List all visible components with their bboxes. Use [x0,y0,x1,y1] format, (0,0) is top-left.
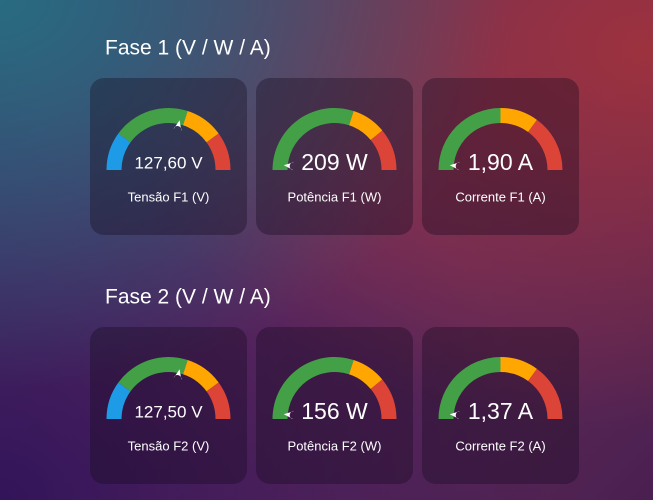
gauge-segment [106,133,131,170]
card [90,78,247,235]
gauge-card: 1,37 A Corrente F2 (A) [422,327,579,484]
gauge-segment [349,360,383,390]
gauge-value: 209 W [301,149,368,175]
gauge-segment [118,357,188,392]
card [90,327,247,484]
gauge-card: 156 W Potência F2 (W) [256,327,413,484]
gauge-card: 209 W Potência F1 (W) [256,78,413,235]
gauge-card: 127,60 V Tensão F1 (V) [90,78,247,235]
card [256,78,413,235]
gauge-name: Potência F2 (W) [288,438,382,453]
gauge-segment [118,108,188,143]
gauge-segment [528,119,563,170]
gauge-segment [370,130,397,170]
gauge-value: 156 W [301,398,368,424]
gauge-name: Corrente F1 (A) [455,189,545,204]
section-title: Fase 2 (V / W / A) [105,286,271,309]
gauge-name: Potência F1 (W) [288,189,382,204]
gauge-value: 1,37 A [468,398,534,424]
gauge-segment [206,133,231,170]
gauge-name: Tensão F2 (V) [128,438,210,453]
gauge-value: 127,50 V [134,402,203,421]
gauge-segment [183,111,219,143]
card [422,327,579,484]
gauge-value: 127,60 V [134,153,203,172]
gauge-segment [500,108,537,132]
gauge-needle [173,120,182,131]
gauge-needle [283,411,295,420]
card [256,327,413,484]
gauge-needle [449,162,461,171]
card [422,78,579,235]
gauge-segment [206,382,231,419]
gauge-segment [438,108,501,170]
gauge-segment [349,111,383,141]
gauge-segment [370,379,397,419]
gauge-name: Corrente F2 (A) [455,438,545,453]
gauge-name: Tensão F1 (V) [128,189,210,204]
gauge-segment [183,360,219,392]
gauge-segment [272,356,354,419]
gauge-segment [528,368,563,419]
gauge-needle [173,369,182,380]
gauge-segment [272,108,354,170]
section-title: Fase 1 (V / W / A) [105,37,271,60]
gauge-value: 1,90 A [468,149,534,175]
gauge-needle [449,411,461,420]
gauge-segment [438,357,501,419]
gauge-card: 1,90 A Corrente F1 (A) [422,78,579,235]
gauge-segment [500,357,537,381]
gauge-card: 127,50 V Tensão F2 (V) [90,327,247,484]
gauge-needle [283,162,295,171]
gauge-segment [106,382,131,419]
